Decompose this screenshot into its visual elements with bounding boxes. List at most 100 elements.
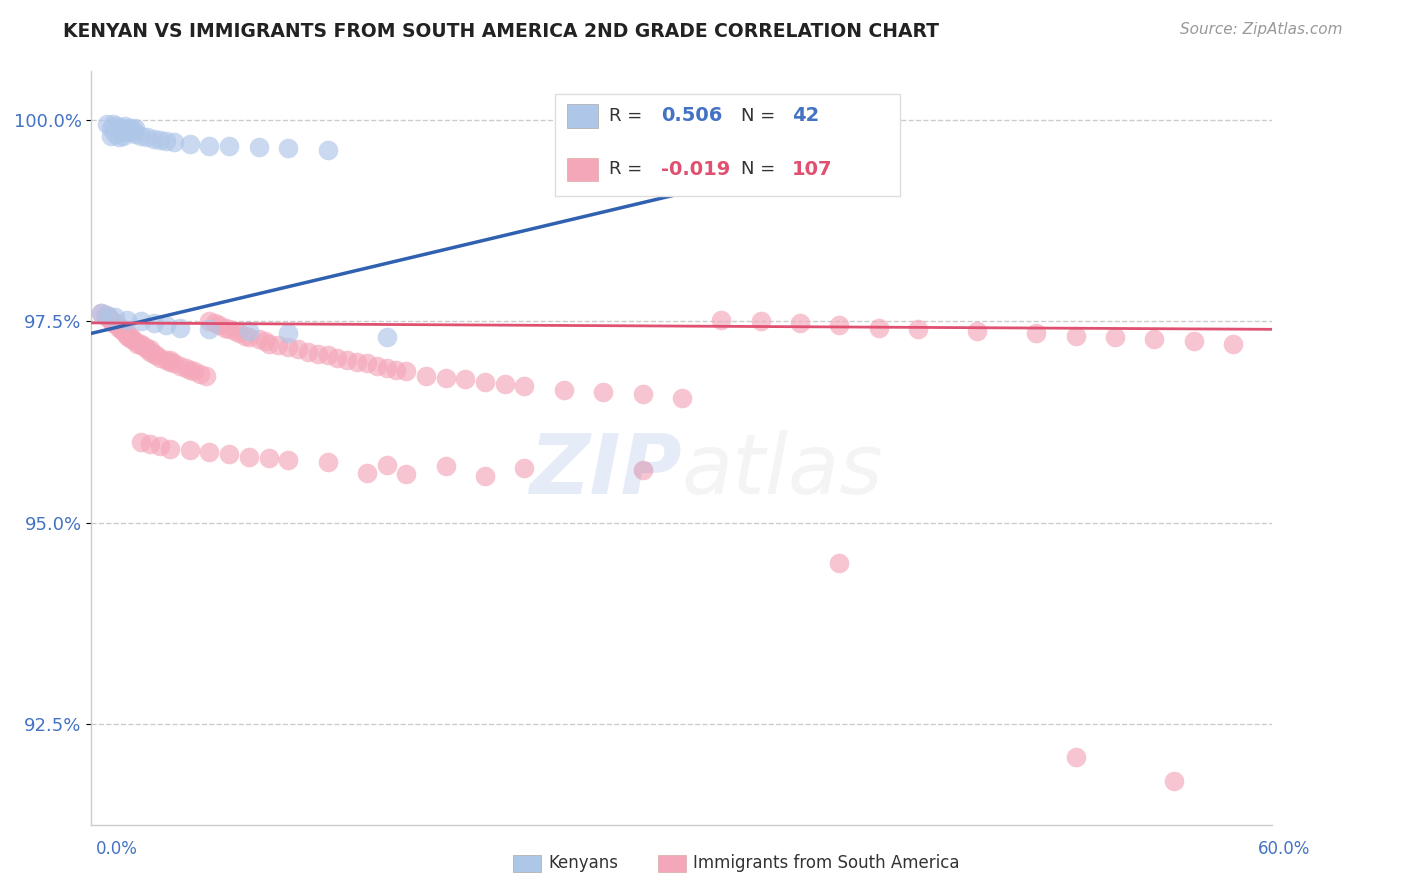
Point [434,459,457,474]
Point [118,120,141,135]
Point [179,443,201,458]
Point [194,369,217,384]
Point [297,345,319,359]
Point [121,122,143,136]
Text: KENYAN VS IMMIGRANTS FROM SOUTH AMERICA 2ND GRADE CORRELATION CHART: KENYAN VS IMMIGRANTS FROM SOUTH AMERICA … [63,22,939,41]
Point [228,326,250,341]
Point [553,383,575,397]
Point [169,320,191,334]
Text: 0.506: 0.506 [661,106,723,126]
Point [247,332,270,346]
Point [316,348,339,362]
Point [111,125,134,139]
Point [267,338,290,352]
Point [100,314,122,328]
Point [1064,749,1087,764]
Point [385,362,408,376]
Point [277,453,299,467]
Point [257,451,280,466]
Point [238,330,260,344]
Text: 60.0%: 60.0% [1258,840,1310,858]
Text: N =: N = [741,161,775,178]
Point [149,133,172,147]
Point [238,324,260,338]
Point [828,318,851,333]
Point [115,122,138,136]
Point [204,316,226,330]
Point [129,128,152,143]
Point [120,330,142,344]
Point [224,324,246,338]
Point [159,354,181,368]
Point [108,122,131,136]
Point [129,336,152,351]
Point [1163,773,1185,788]
Point [395,467,418,482]
Point [277,340,299,354]
Point [218,322,240,336]
Point [101,117,124,131]
Point [125,336,148,351]
Point [356,466,378,480]
Text: 0.0%: 0.0% [96,840,138,858]
Point [631,463,654,477]
Text: N =: N = [741,107,775,125]
Point [143,316,166,330]
Text: 42: 42 [792,106,818,126]
Point [163,136,186,150]
Point [1064,328,1087,343]
Point [247,140,270,154]
Point [277,141,299,155]
Point [104,310,127,325]
Point [966,324,988,338]
Point [115,326,138,341]
Point [198,322,221,336]
Text: R =: R = [609,161,643,178]
Point [1143,332,1166,346]
Text: 107: 107 [792,160,832,179]
Point [238,450,260,464]
Point [104,316,127,330]
Point [129,314,152,328]
Point [434,370,457,384]
Point [94,308,117,322]
Point [253,334,276,349]
Point [110,322,132,336]
Point [143,346,166,360]
Point [198,138,221,153]
Text: Immigrants from South America: Immigrants from South America [693,855,960,872]
Point [104,127,127,141]
Point [139,343,162,357]
Point [749,314,772,328]
Text: Source: ZipAtlas.com: Source: ZipAtlas.com [1180,22,1343,37]
Point [118,330,141,344]
Point [100,312,122,326]
Point [139,345,162,359]
Point [114,119,136,133]
Point [828,556,851,570]
Point [454,372,477,386]
Point [134,340,156,354]
Point [494,377,516,392]
Point [105,318,128,333]
Point [159,442,181,456]
Point [120,332,142,346]
Point [105,119,128,133]
Point [174,361,197,376]
Point [110,120,132,135]
Point [155,135,177,149]
Point [139,437,162,451]
Point [100,128,122,143]
Point [135,343,157,357]
Point [789,316,811,330]
Point [375,330,398,344]
Point [115,312,138,326]
Point [115,328,138,343]
Point [155,318,177,333]
Point [198,445,221,459]
Point [277,326,299,341]
Point [98,310,121,325]
Point [90,306,112,320]
Point [513,378,536,392]
Point [218,139,240,153]
